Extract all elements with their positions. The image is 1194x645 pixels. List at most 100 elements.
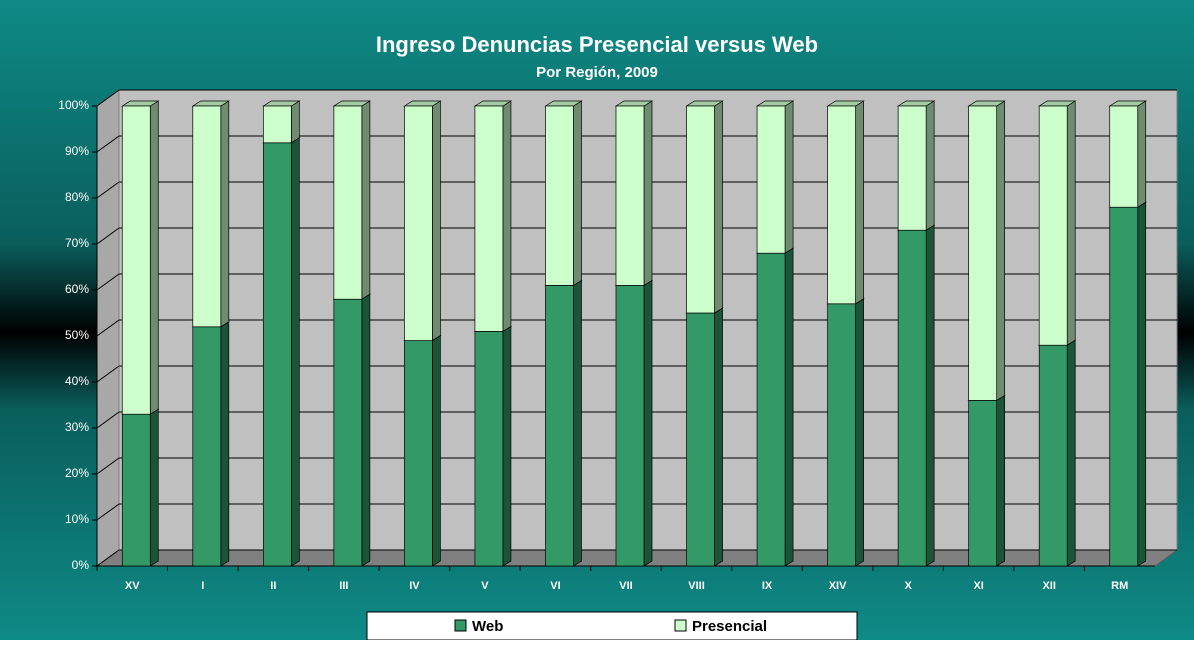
grid-line-side — [96, 549, 120, 567]
bar-segment — [1108, 201, 1147, 567]
bar-side — [432, 100, 441, 342]
x-tick-label: VII — [619, 580, 632, 592]
bar-segment — [121, 408, 160, 567]
bar-side — [925, 100, 935, 231]
bar-side — [290, 137, 300, 567]
bar-segment — [262, 137, 301, 567]
bar-side — [149, 408, 159, 567]
bar-segment — [473, 325, 513, 567]
y-tick-label: 10% — [65, 512, 89, 526]
bar-side — [643, 100, 653, 287]
bar-segment — [755, 247, 795, 567]
bar-side — [1137, 100, 1147, 208]
bar-side — [996, 394, 1006, 567]
chart-subtitle: Por Región, 2009 — [536, 64, 658, 81]
y-tick-label: 70% — [65, 236, 89, 250]
x-tick-label: VI — [550, 580, 560, 592]
bar-front — [827, 303, 856, 567]
grid-line-side — [96, 365, 120, 383]
bar-front — [686, 312, 715, 567]
x-tick-label: III — [339, 580, 348, 592]
x-tick-label: IV — [409, 580, 420, 592]
bar-front — [474, 331, 504, 567]
bar-segment — [826, 298, 865, 567]
grid-line-side — [96, 227, 120, 245]
bar-side — [1066, 339, 1076, 567]
x-tick-label: I — [201, 580, 204, 592]
bar-segment — [967, 394, 1006, 567]
y-tick-label: 30% — [65, 420, 89, 434]
legend-swatch — [674, 619, 687, 632]
bar-front — [897, 105, 927, 231]
bar-front — [827, 105, 856, 305]
bar-segment — [403, 100, 442, 342]
bar-segment — [755, 100, 795, 254]
bar-side — [361, 100, 371, 300]
bar-segment — [614, 100, 654, 287]
bar-front — [756, 105, 786, 254]
bar-front — [545, 285, 574, 567]
bar-front — [756, 252, 786, 567]
x-tick-label: XII — [1042, 580, 1055, 592]
bar-segment — [403, 334, 442, 567]
y-tick-label: 50% — [65, 328, 89, 342]
bar-front — [897, 229, 927, 567]
bar-side — [361, 293, 371, 567]
x-tick-label: XIV — [829, 580, 847, 592]
y-tick-label: 40% — [65, 374, 89, 388]
bar-front — [1038, 344, 1068, 567]
bar-front — [1109, 105, 1139, 208]
x-tick-label: VIII — [688, 580, 705, 592]
bar-side — [784, 247, 794, 567]
x-tick-label: II — [270, 580, 276, 592]
chart-title: Ingreso Denuncias Presencial versus Web — [376, 32, 818, 57]
bar-segment — [332, 293, 372, 567]
bar-front — [333, 105, 363, 300]
bar-side — [996, 100, 1006, 402]
grid-line-side — [96, 273, 120, 291]
bar-side — [1066, 100, 1076, 346]
bar-front — [968, 105, 998, 401]
x-tick-label: X — [904, 580, 912, 592]
bar-segment — [685, 100, 724, 314]
bar-side — [714, 307, 723, 567]
bar-segment — [896, 224, 936, 567]
legend-label: Presencial — [692, 618, 767, 635]
bar-side — [784, 100, 794, 254]
bar-front — [474, 105, 504, 332]
bar-side — [855, 298, 864, 567]
y-tick-label: 0% — [72, 558, 90, 572]
bar-front — [192, 105, 222, 328]
legend-label: Web — [472, 618, 503, 635]
bar-segment — [544, 100, 583, 287]
bar-front — [121, 105, 151, 415]
bar-segment — [1037, 339, 1077, 567]
bar-front — [262, 105, 292, 144]
bar-side — [502, 325, 512, 567]
bar-front — [545, 105, 574, 286]
bar-side — [573, 100, 582, 287]
bar-segment — [544, 279, 583, 567]
x-tick-label: RM — [1111, 580, 1128, 592]
bar-side — [925, 224, 935, 567]
bar-side — [502, 100, 512, 333]
bar-front — [404, 340, 433, 567]
bar-front — [615, 285, 645, 567]
bar-segment — [332, 100, 372, 300]
y-tick-label: 90% — [65, 144, 89, 158]
bar-front — [404, 105, 433, 341]
x-tick-label: IX — [762, 580, 773, 592]
grid-line-side — [96, 89, 120, 107]
grid-line-side — [96, 503, 120, 521]
bar-segment — [191, 321, 231, 567]
grid-line-side — [96, 319, 120, 337]
bar-side — [573, 279, 582, 567]
bar-front — [968, 400, 998, 567]
bar-segment — [1037, 100, 1077, 346]
bar-segment — [262, 100, 301, 144]
legend-swatch — [454, 619, 467, 632]
bar-segment — [191, 100, 231, 328]
bar-side — [149, 100, 159, 415]
bar-front — [333, 298, 363, 567]
